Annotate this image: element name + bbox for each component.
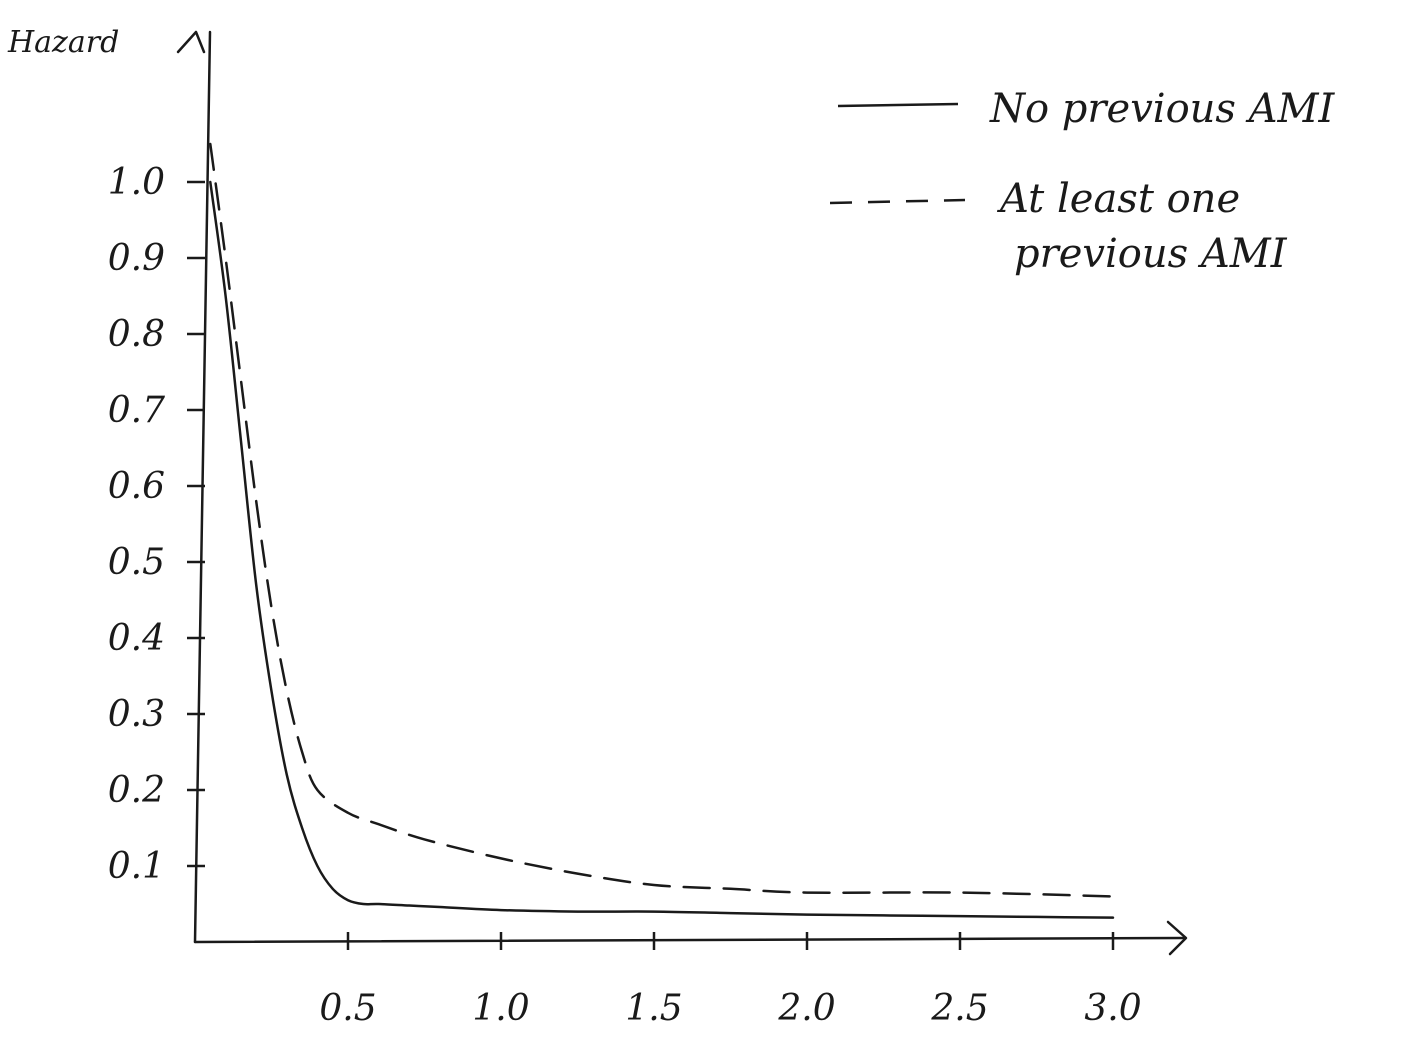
x-tick-label: 3.0 <box>1084 988 1141 1029</box>
y-axis-arrowhead <box>176 30 206 54</box>
y-tick-label: 0.4 <box>108 618 165 659</box>
x-tick-label: 2.0 <box>777 988 835 1029</box>
y-tick-label: 0.6 <box>108 466 165 507</box>
y-tick-label: 0.3 <box>108 694 165 735</box>
x-axis-arrowhead <box>1166 920 1188 956</box>
y-ticks: 0.1 0.2 0.3 0.4 0.5 0.6 0.7 0.8 0.9 1.0 <box>108 162 205 887</box>
x-tick-label: 1.0 <box>472 988 529 1029</box>
legend-label-no-previous-ami: No previous AMI <box>989 86 1336 132</box>
y-tick-label: 0.9 <box>108 238 165 279</box>
series-line-no-previous-ami <box>209 180 1115 919</box>
y-tick-label: 1.0 <box>108 162 165 203</box>
y-axis-title: Hazard <box>7 25 119 60</box>
y-tick-label: 0.1 <box>108 846 165 887</box>
y-tick-label: 0.5 <box>108 542 165 583</box>
legend: No previous AMI At least one previous AM… <box>829 86 1336 277</box>
series-layer <box>209 142 1115 919</box>
y-tick-label: 0.7 <box>108 390 165 431</box>
x-tick-label: 2.5 <box>930 988 988 1029</box>
legend-swatch-dashed <box>829 198 966 205</box>
x-ticks: 0.5 1.0 1.5 2.0 2.5 3.0 <box>319 932 1142 1029</box>
y-tick-label: 0.8 <box>108 314 165 355</box>
x-axis-line <box>193 936 1187 944</box>
legend-swatch-solid <box>837 102 959 108</box>
legend-label-previous-ami: At least one previous AMI <box>996 176 1288 277</box>
y-tick-label: 0.2 <box>108 770 165 811</box>
series-line-previous-ami <box>209 142 1115 898</box>
x-tick-label: 0.5 <box>319 988 376 1029</box>
x-tick-label: 1.5 <box>625 988 682 1029</box>
